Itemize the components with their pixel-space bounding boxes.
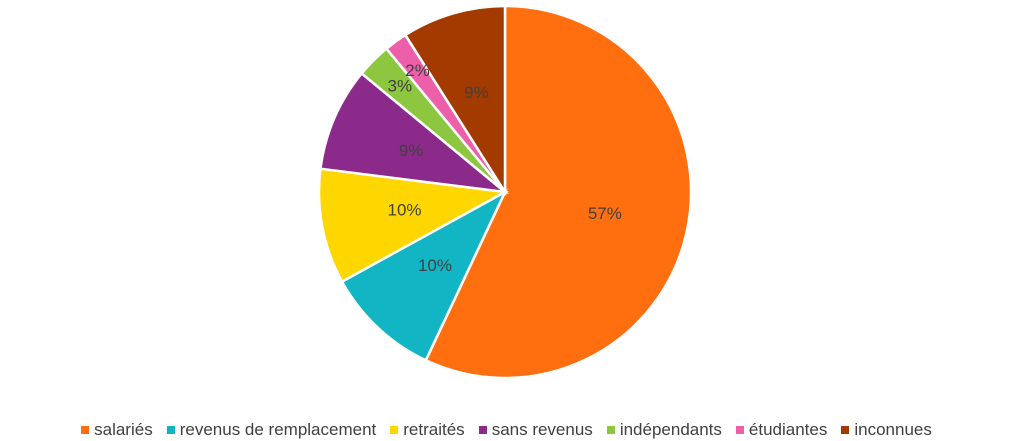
pie-slice (319, 71, 510, 194)
legend-swatch (841, 426, 850, 434)
legend-item: sans revenus (478, 420, 593, 440)
legend-item: étudiantes (735, 420, 828, 440)
legend-swatch (606, 426, 615, 434)
data-label: 3% (387, 76, 412, 95)
legend-swatch (166, 426, 175, 434)
legend-label: retraités (403, 420, 465, 439)
data-label: 10% (418, 256, 452, 275)
legend-label: inconnues (854, 420, 932, 439)
legend-label: revenus de remplacement (179, 420, 377, 439)
legend: salariés revenus de remplacement retraités… (0, 420, 1013, 440)
legend-label: sans revenus (491, 420, 593, 439)
data-label: 10% (387, 201, 421, 220)
pie-slice (317, 167, 509, 284)
legend-item: indépendants (606, 420, 722, 440)
legend-label: salariés (94, 420, 153, 439)
legend-item: revenus de remplacement (166, 420, 377, 440)
legend-item: salariés (81, 420, 153, 440)
data-label: 9% (399, 141, 424, 160)
legend-swatch (735, 426, 744, 434)
legend-item: inconnues (841, 420, 932, 440)
legend-swatch (81, 426, 90, 434)
pie-slice (340, 189, 508, 362)
data-label: 57% (588, 204, 622, 223)
pie-slice (424, 4, 693, 380)
legend-label: indépendants (619, 420, 722, 439)
data-label: 2% (405, 61, 430, 80)
legend-label: étudiantes (748, 420, 828, 439)
chart: 57% 10% 10% 9% 3%2% 9% (317, 4, 693, 380)
legend-item: retraités (390, 420, 465, 440)
pie-slice (403, 4, 507, 197)
legend-swatch (478, 426, 487, 434)
legend-swatch (390, 426, 399, 434)
data-label: 9% (464, 83, 489, 102)
